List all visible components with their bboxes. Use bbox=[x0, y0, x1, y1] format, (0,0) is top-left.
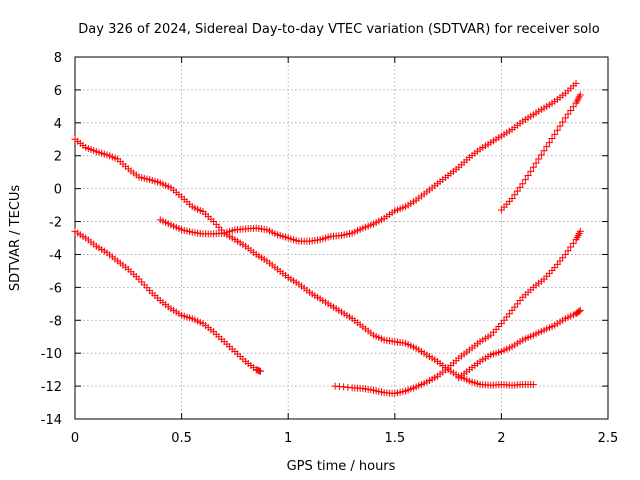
data-point bbox=[559, 118, 567, 126]
data-point bbox=[527, 167, 535, 175]
data-point bbox=[564, 110, 572, 118]
data-point bbox=[516, 183, 524, 191]
y-tick-label: -2 bbox=[49, 216, 62, 231]
data-point bbox=[508, 195, 516, 203]
series-track-1 bbox=[71, 135, 537, 389]
series-track-5 bbox=[331, 227, 584, 397]
x-axis-label: GPS time / hours bbox=[287, 459, 396, 474]
y-tick-label: 4 bbox=[54, 117, 62, 132]
data-point bbox=[256, 367, 264, 375]
data-point bbox=[545, 139, 553, 147]
data-point bbox=[567, 243, 575, 251]
data-point bbox=[513, 187, 521, 195]
data-point bbox=[529, 380, 537, 388]
data-point bbox=[519, 180, 527, 188]
y-axis-label: SDTVAR / TECUs bbox=[8, 185, 23, 292]
y-tick-label: 2 bbox=[54, 150, 62, 165]
x-tick-label: 0 bbox=[71, 431, 79, 446]
series-track-4 bbox=[497, 91, 584, 214]
x-tick-label: 2.5 bbox=[598, 431, 619, 446]
x-tick-label: 1 bbox=[284, 431, 292, 446]
data-point bbox=[572, 79, 580, 87]
series-track-6 bbox=[455, 306, 584, 382]
data-point bbox=[556, 122, 564, 130]
data-point bbox=[569, 239, 577, 247]
y-tick-label: -12 bbox=[41, 380, 62, 395]
data-point bbox=[564, 247, 572, 255]
data-point bbox=[561, 250, 569, 258]
axis-ticks: 0 0.5 1 1.5 2 2.5 -14 -12 -10 -8 -6 -4 -2 0 2 4 6 8 bbox=[41, 51, 619, 446]
data-point bbox=[511, 191, 519, 199]
data-point bbox=[537, 151, 545, 159]
data-point bbox=[569, 103, 577, 111]
y-tick-label: -4 bbox=[49, 248, 62, 263]
data-point bbox=[524, 171, 532, 179]
data-point bbox=[548, 134, 556, 142]
data-point bbox=[575, 307, 583, 315]
y-tick-label: -10 bbox=[41, 347, 62, 362]
y-tick-label: 0 bbox=[54, 183, 62, 198]
y-tick-label: -8 bbox=[49, 314, 62, 329]
data-point bbox=[561, 114, 569, 122]
plot-frame bbox=[74, 56, 609, 420]
data-point bbox=[576, 91, 584, 99]
data-point bbox=[535, 155, 543, 163]
x-tick-label: 2 bbox=[497, 431, 505, 446]
x-tick-label: 1.5 bbox=[384, 431, 405, 446]
data-point bbox=[576, 306, 584, 314]
data-point bbox=[576, 227, 584, 235]
data-point bbox=[551, 130, 559, 138]
data-point bbox=[567, 106, 575, 114]
data-point bbox=[553, 126, 561, 134]
data-point bbox=[543, 143, 551, 151]
data-point bbox=[540, 147, 548, 155]
y-tick-label: -14 bbox=[41, 413, 62, 428]
y-tick-label: -6 bbox=[49, 281, 62, 296]
data-point bbox=[521, 176, 529, 184]
series-track-3 bbox=[156, 79, 580, 245]
data-points bbox=[71, 79, 584, 397]
y-tick-label: 6 bbox=[54, 84, 62, 99]
series-track-2 bbox=[71, 227, 264, 375]
chart-title: Day 326 of 2024, Sidereal Day-to-day VTE… bbox=[78, 22, 599, 37]
data-point bbox=[529, 163, 537, 171]
data-point bbox=[532, 159, 540, 167]
y-tick-label: 8 bbox=[54, 51, 62, 66]
x-tick-label: 0.5 bbox=[171, 431, 192, 446]
